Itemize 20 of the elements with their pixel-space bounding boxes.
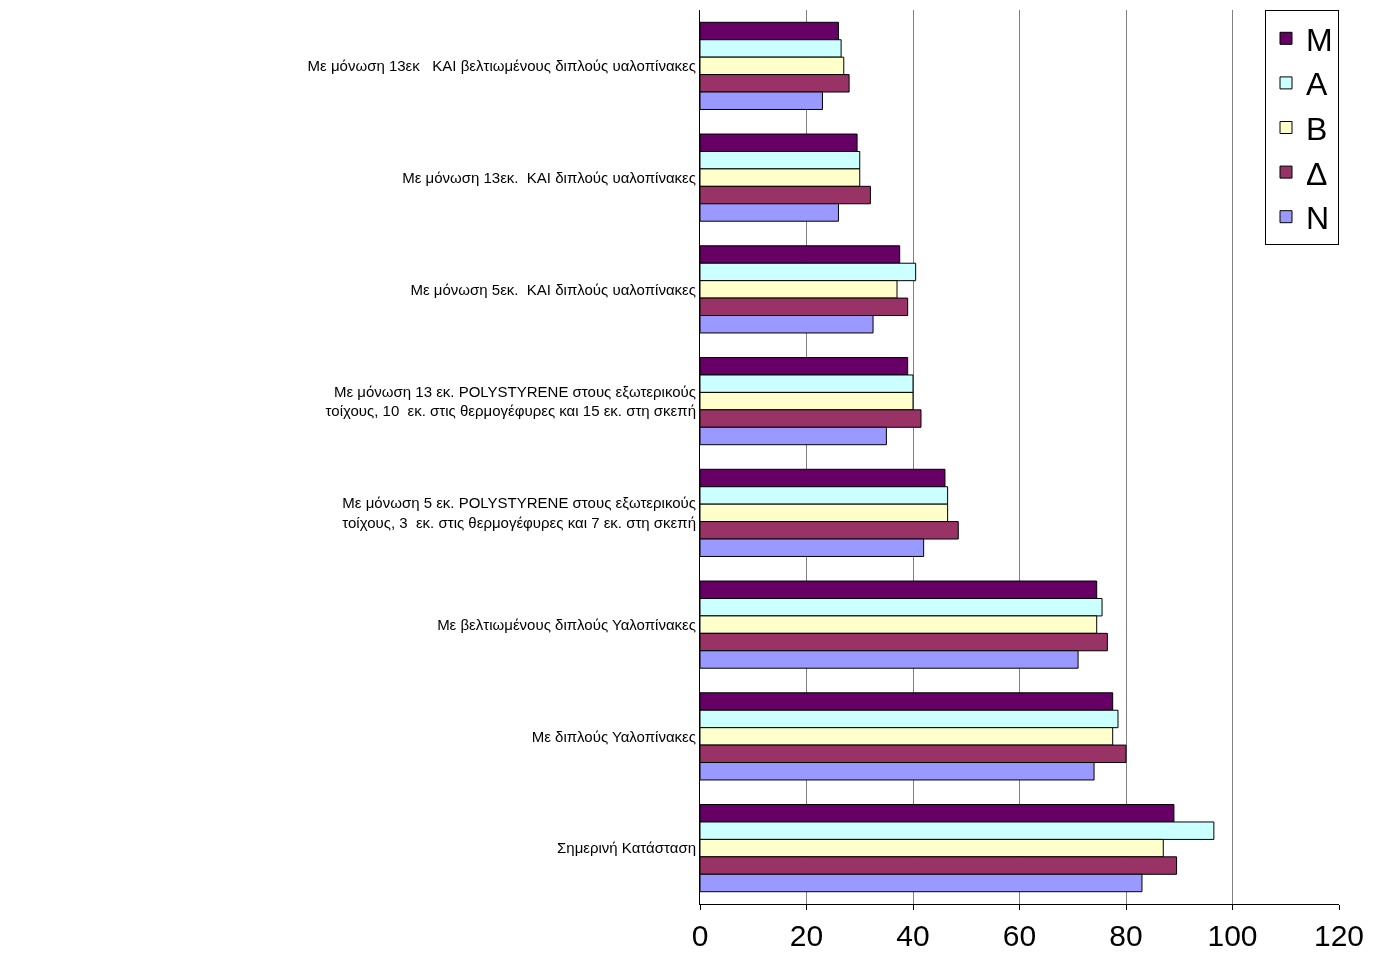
x-tick-label: 100 <box>1207 919 1258 952</box>
x-tick-label: 0 <box>691 919 709 952</box>
x-tick-label: 120 <box>1313 919 1365 952</box>
y-tick-label: Με μόνωση 13 εκ. POLYSTYRENE στους εξωτερικούς τοίχους, 10 εκ. στις θερμογέφυρες και 15 εκ. στη σκεπή <box>325 382 696 420</box>
x-tick-label: 60 <box>1002 919 1037 952</box>
y-tick-label: Με μόνωση 5 εκ. POLYSTYRENE στους εξωτερικούς τοίχους, 3 εκ. στις θερμογέφυρες και 7 εκ. στη σκεπή <box>342 494 696 531</box>
x-tick-label: 20 <box>789 919 824 952</box>
legend-label: Δ <box>1306 155 1328 192</box>
y-tick-label: Σημερινή Κατάσταση <box>557 839 696 857</box>
legend-label: Β <box>1306 110 1328 147</box>
x-tick-label: 40 <box>896 919 930 952</box>
y-tick-label: Με μόνωση 5εκ. ΚΑΙ διπλούς υαλοπίνακες <box>410 280 696 298</box>
x-tick-label: 80 <box>1109 919 1143 952</box>
y-tick-label: Με διπλούς Υαλοπίνακες <box>531 727 696 745</box>
legend-label: Ν <box>1306 200 1330 237</box>
legend-label: Α <box>1306 66 1328 103</box>
legend-label: Μ <box>1306 21 1333 58</box>
y-tick-label: Με βελτιωμένους διπλούς Υαλοπίνακες <box>437 615 696 633</box>
y-tick-label: Με μόνωση 13εκ ΚΑΙ βελτιωμένους διπλούς υαλοπίνακες <box>307 57 696 75</box>
y-tick-label: Με μόνωση 13εκ. ΚΑΙ διπλούς υαλοπίνακες <box>402 168 696 186</box>
